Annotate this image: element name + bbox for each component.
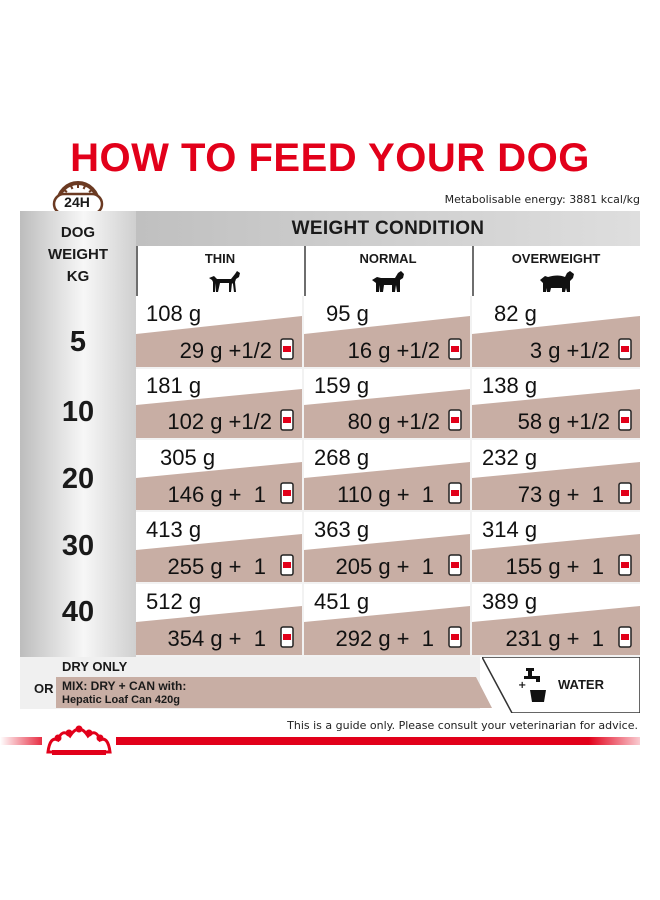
can-icon bbox=[618, 409, 632, 431]
metabolisable-energy: Metabolisable energy: 3881 kcal/kg bbox=[444, 193, 640, 206]
table-cell-thin: 181 g 102 g +1/2 bbox=[136, 369, 302, 438]
dry-amount: 181 g bbox=[146, 373, 202, 398]
clock-label: 24H bbox=[64, 194, 90, 210]
water-label: WATER bbox=[558, 677, 604, 692]
weight-label: 20 bbox=[61, 463, 95, 495]
mix-amount: 80 g +1/2 bbox=[347, 409, 440, 434]
mix-amount: 29 g +1/2 bbox=[179, 338, 272, 363]
table-cell-normal: 95 g 16 g +1/2 bbox=[304, 296, 470, 367]
mix-amount: 73 g + 1 bbox=[517, 482, 604, 507]
dry-amount: 95 g bbox=[326, 301, 369, 326]
dry-only-label: DRY ONLY bbox=[62, 659, 128, 674]
mix-legend-band bbox=[56, 677, 492, 708]
table-cell-overweight: 389 g 231 g + 1 bbox=[472, 584, 640, 655]
table-cell-thin: 413 g 255 g + 1 bbox=[136, 512, 302, 582]
can-icon bbox=[280, 409, 294, 431]
table-cell-thin: 108 g 29 g +1/2 bbox=[136, 296, 302, 367]
mix-amount: 292 g + 1 bbox=[335, 626, 434, 651]
or-label: OR bbox=[34, 681, 54, 696]
table-cell-normal: 451 g 292 g + 1 bbox=[304, 584, 470, 655]
can-icon bbox=[618, 554, 632, 576]
overweight-dog-icon bbox=[540, 271, 574, 292]
can-icon bbox=[448, 338, 462, 360]
dry-amount: 138 g bbox=[482, 373, 538, 398]
mix-amount: 255 g + 1 bbox=[167, 554, 266, 579]
mix-amount: 102 g +1/2 bbox=[167, 409, 272, 434]
mix-product-label: Hepatic Loaf Can 420g bbox=[62, 694, 180, 706]
can-icon bbox=[280, 554, 294, 576]
dry-amount: 413 g bbox=[146, 517, 202, 542]
row-header-column bbox=[20, 211, 136, 657]
normal-dog-icon bbox=[372, 271, 404, 292]
can-icon bbox=[280, 482, 294, 504]
table-cell-thin: 512 g 354 g + 1 bbox=[136, 584, 302, 655]
weight-label: 10 bbox=[61, 396, 95, 428]
weight-label: 40 bbox=[61, 596, 95, 628]
column-header-normal bbox=[304, 246, 472, 296]
table-cell-overweight: 138 g 58 g +1/2 bbox=[472, 369, 640, 438]
mix-amount: 231 g + 1 bbox=[505, 626, 604, 651]
mix-amount: 110 g + 1 bbox=[337, 482, 434, 507]
table-cell-normal: 363 g 205 g + 1 bbox=[304, 512, 470, 582]
svg-text:+: + bbox=[518, 680, 526, 691]
can-icon bbox=[618, 338, 632, 360]
can-icon bbox=[448, 554, 462, 576]
mix-amount: 58 g +1/2 bbox=[517, 409, 610, 434]
dry-amount: 512 g bbox=[146, 589, 202, 614]
weight-condition-bar bbox=[136, 211, 640, 246]
mix-amount: 16 g +1/2 bbox=[347, 338, 440, 363]
table-cell-normal: 159 g 80 g +1/2 bbox=[304, 369, 470, 438]
dry-amount: 232 g bbox=[482, 445, 538, 470]
can-icon bbox=[280, 626, 294, 648]
mix-amount: 354 g + 1 bbox=[167, 626, 266, 651]
can-icon bbox=[448, 626, 462, 648]
row-header-label: DOG WEIGHT KG bbox=[48, 224, 108, 285]
mix-label: MIX: DRY + CAN with: bbox=[62, 679, 187, 693]
dry-amount: 108 g bbox=[146, 301, 202, 326]
water-tap-icon: + bbox=[518, 668, 546, 702]
mix-amount: 155 g + 1 bbox=[505, 554, 604, 579]
column-header-thin bbox=[136, 246, 304, 296]
can-icon bbox=[280, 338, 294, 360]
column-label-thin: THIN bbox=[204, 251, 236, 266]
clock-icon bbox=[52, 181, 104, 215]
water-box bbox=[482, 657, 640, 713]
table-cell-overweight: 314 g 155 g + 1 bbox=[472, 512, 640, 582]
can-icon bbox=[448, 409, 462, 431]
mix-amount: 3 g +1/2 bbox=[529, 338, 610, 363]
dry-amount: 159 g bbox=[314, 373, 370, 398]
dry-amount: 389 g bbox=[482, 589, 538, 614]
can-icon bbox=[448, 482, 462, 504]
dry-amount: 314 g bbox=[482, 517, 538, 542]
brand-red-line bbox=[0, 737, 640, 745]
weight-label: 30 bbox=[61, 530, 95, 562]
table-cell-normal: 268 g 110 g + 1 bbox=[304, 440, 470, 510]
dry-amount: 305 g bbox=[160, 445, 216, 470]
column-label-overweight: OVERWEIGHT bbox=[511, 251, 601, 266]
weight-condition-label: WEIGHT CONDITION bbox=[291, 218, 485, 239]
royal-canin-crown-logo bbox=[42, 722, 116, 758]
column-label-normal: NORMAL bbox=[359, 251, 417, 266]
table-cell-overweight: 232 g 73 g + 1 bbox=[472, 440, 640, 510]
dry-amount: 82 g bbox=[494, 301, 537, 326]
mix-amount: 146 g + 1 bbox=[167, 482, 266, 507]
dry-amount: 363 g bbox=[314, 517, 370, 542]
table-cell-thin: 305 g 146 g + 1 bbox=[136, 440, 302, 510]
weight-label: 5 bbox=[69, 326, 87, 358]
page-title: HOW TO FEED YOUR DOG bbox=[70, 136, 590, 180]
dry-amount: 268 g bbox=[314, 445, 370, 470]
thin-dog-icon bbox=[209, 271, 240, 292]
disclaimer: This is a guide only. Please consult you… bbox=[287, 719, 638, 732]
can-icon bbox=[618, 482, 632, 504]
can-icon bbox=[618, 626, 632, 648]
dry-amount: 451 g bbox=[314, 589, 370, 614]
table-cell-overweight: 82 g 3 g +1/2 bbox=[472, 296, 640, 367]
mix-amount: 205 g + 1 bbox=[335, 554, 434, 579]
